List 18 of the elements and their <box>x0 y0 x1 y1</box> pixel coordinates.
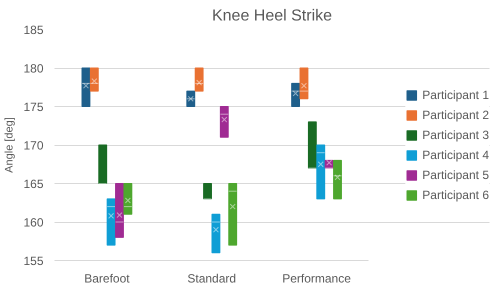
legend-label: Participant 1 <box>422 88 489 102</box>
y-tick-label: 185 <box>23 23 44 37</box>
legend-label: Participant 6 <box>422 188 489 202</box>
y-tick-label: 170 <box>23 138 44 152</box>
legend-label: Participant 3 <box>422 128 489 142</box>
y-axis-title: Angle [deg] <box>3 117 16 173</box>
y-tick-label: 160 <box>23 216 44 230</box>
chart-title: Knee Heel Strike <box>212 8 332 24</box>
legend-label: Participant 2 <box>422 108 489 122</box>
x-tick-label: Barefoot <box>84 272 130 286</box>
legend-label: Participant 5 <box>422 168 489 182</box>
x-tick-label: Standard <box>187 272 236 286</box>
y-tick-label: 165 <box>23 177 44 191</box>
y-tick-label: 180 <box>23 62 44 76</box>
y-tick-label: 175 <box>23 100 44 114</box>
x-tick-label: Performance <box>282 272 352 286</box>
y-tick-label: 155 <box>23 254 44 268</box>
legend-label: Participant 4 <box>422 148 489 162</box>
